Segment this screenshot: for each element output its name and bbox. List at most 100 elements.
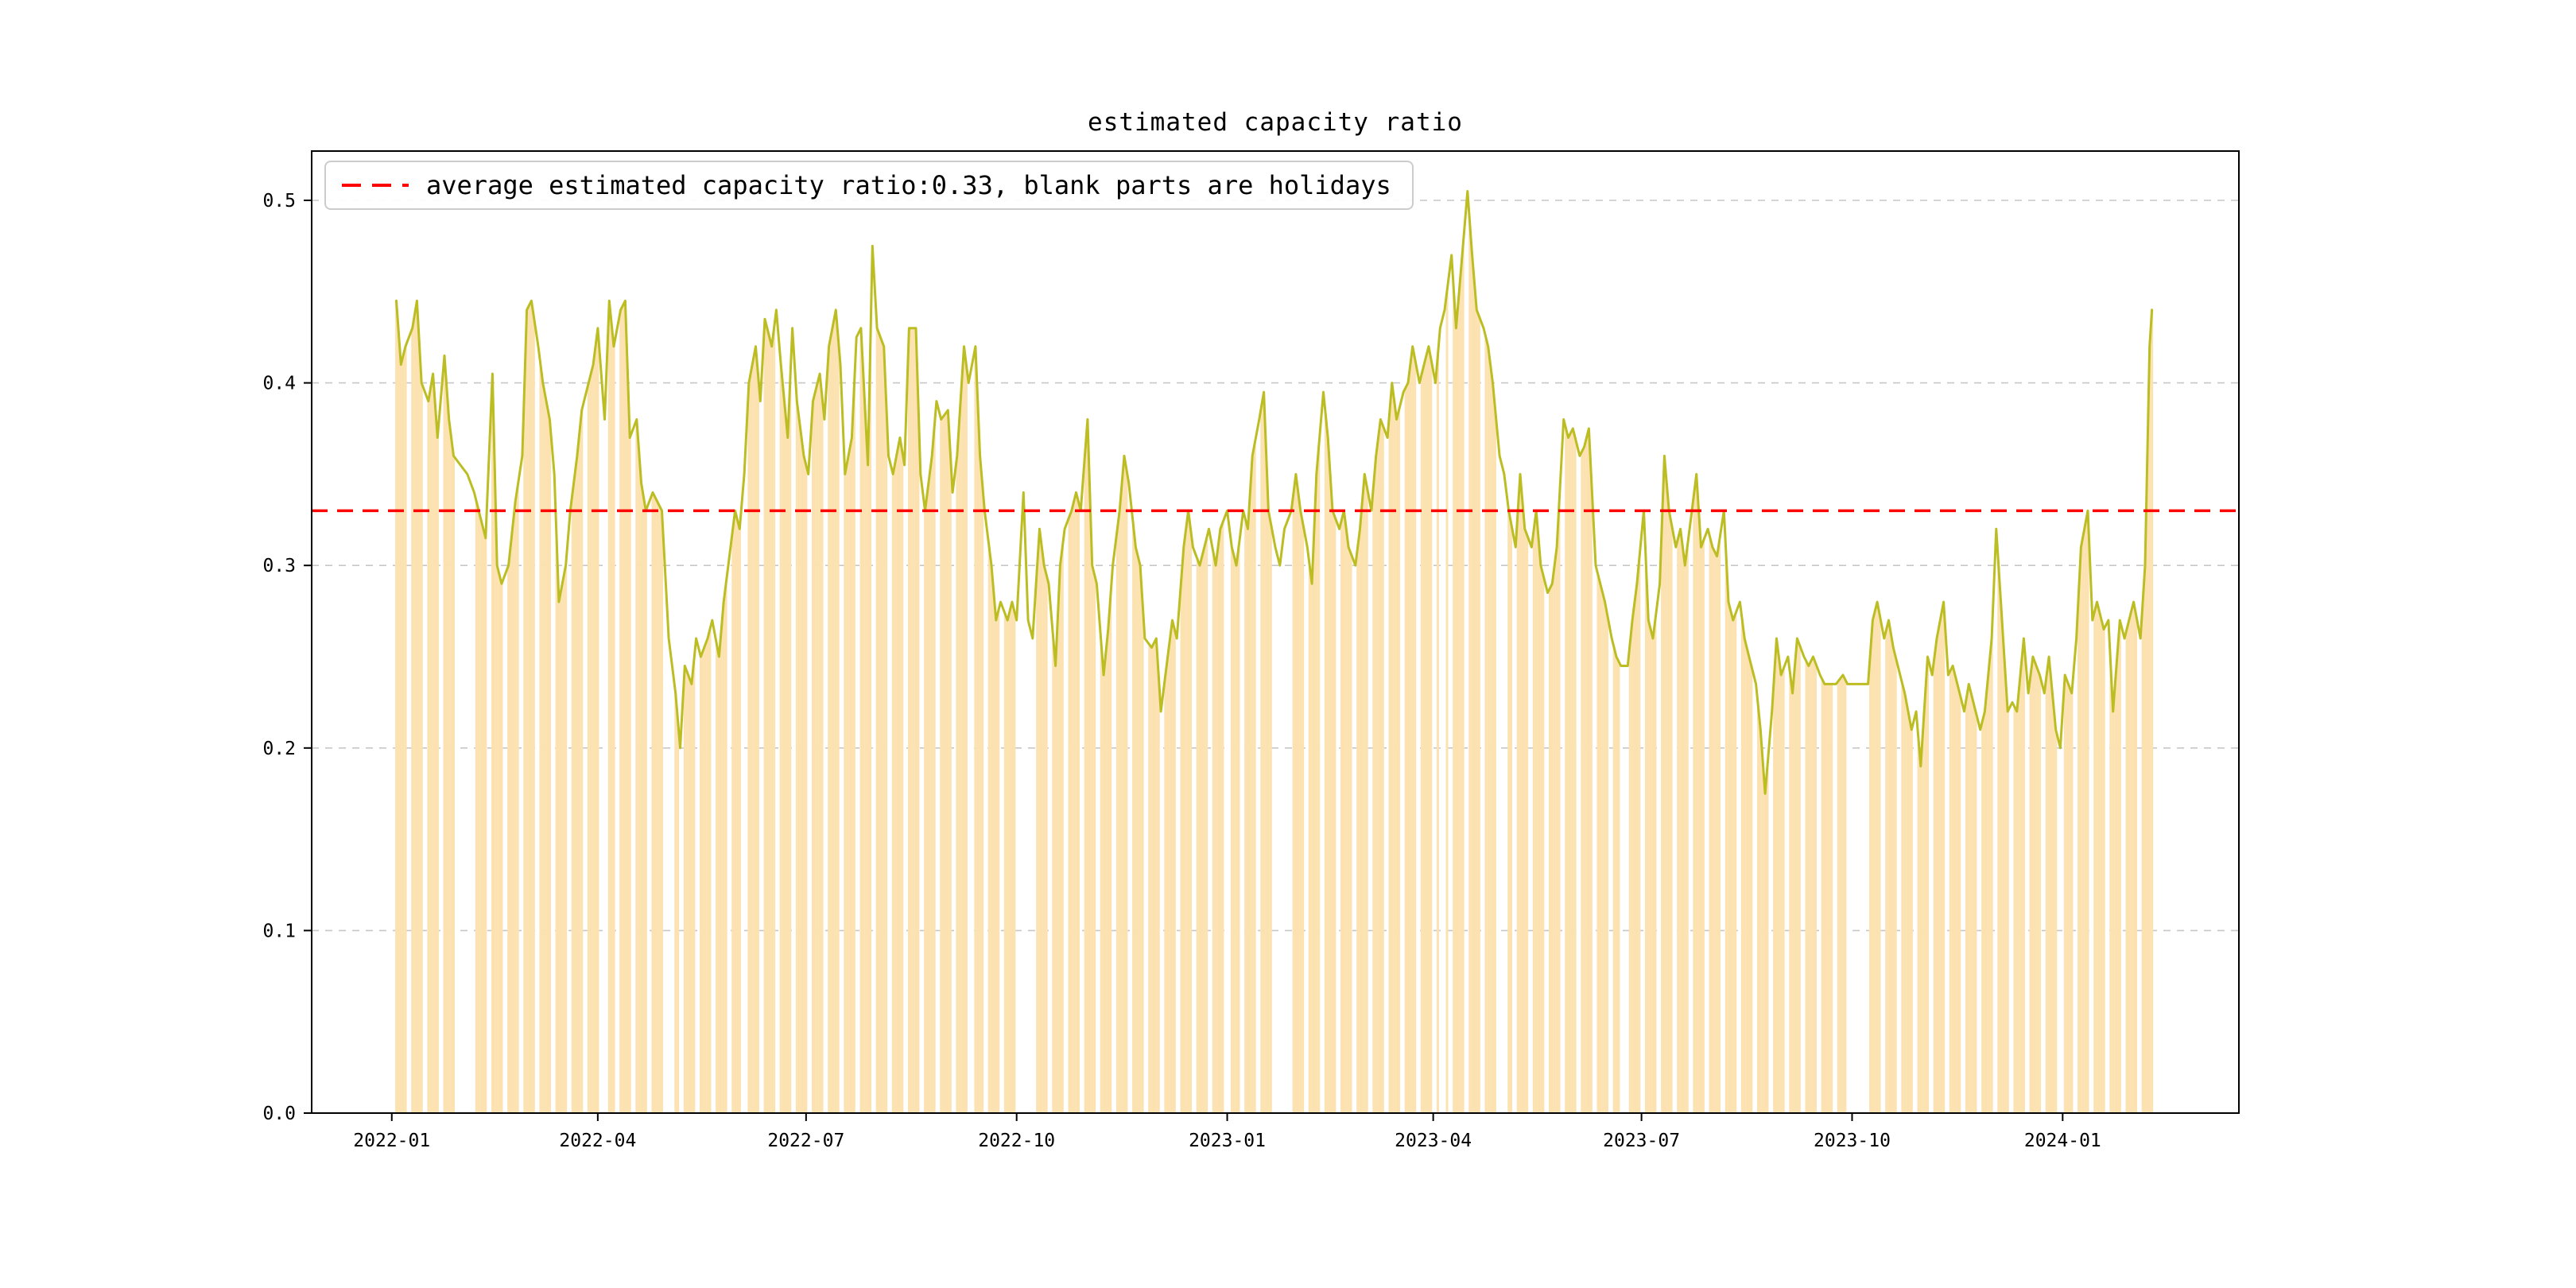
daily-bar: [539, 364, 542, 1113]
daily-bar: [1493, 407, 1496, 1113]
daily-bar: [1942, 602, 1946, 1113]
daily-bar: [1581, 451, 1584, 1113]
daily-bar: [1185, 529, 1188, 1113]
daily-bar: [812, 401, 815, 1113]
daily-bar: [964, 364, 968, 1113]
daily-bar: [1379, 419, 1382, 1113]
daily-bar: [1109, 597, 1112, 1113]
daily-bar: [1297, 492, 1300, 1113]
daily-bar: [717, 656, 720, 1113]
daily-bar: [2093, 611, 2097, 1113]
daily-bar: [1453, 291, 1456, 1113]
daily-bar: [432, 374, 435, 1113]
daily-bar: [402, 355, 405, 1113]
daily-bar: [2068, 687, 2071, 1113]
daily-bar: [2118, 620, 2121, 1113]
daily-bar: [587, 382, 590, 1113]
daily-bar: [1661, 519, 1664, 1113]
daily-bar: [1409, 364, 1412, 1113]
daily-bar: [395, 301, 398, 1113]
daily-bar: [1216, 547, 1220, 1113]
daily-bar: [1008, 611, 1011, 1113]
daily-bar: [1523, 529, 1527, 1113]
daily-bar: [912, 328, 915, 1113]
daily-bar: [1052, 638, 1055, 1113]
daily-bar: [898, 437, 902, 1113]
daily-bar: [1244, 519, 1247, 1113]
daily-bar: [797, 419, 801, 1113]
daily-bar: [958, 419, 961, 1113]
daily-bar: [1104, 652, 1108, 1113]
daily-bar: [1154, 638, 1158, 1113]
daily-bar: [528, 305, 531, 1113]
daily-bar: [1180, 577, 1183, 1113]
daily-bar: [1422, 364, 1426, 1113]
daily-bar: [1587, 428, 1590, 1113]
daily-bar: [875, 328, 879, 1113]
daily-bar: [1132, 526, 1135, 1113]
daily-bar: [963, 346, 966, 1114]
daily-bar: [2096, 602, 2099, 1113]
daily-bar: [1537, 537, 1540, 1113]
daily-bar: [1152, 642, 1155, 1113]
daily-bar: [2116, 650, 2119, 1113]
daily-bar: [560, 589, 563, 1113]
daily-bar: [724, 584, 727, 1113]
daily-bar: [1871, 620, 1874, 1113]
daily-bar: [821, 396, 824, 1113]
daily-bar: [832, 322, 835, 1114]
daily-bar: [1091, 565, 1094, 1113]
daily-bar: [1887, 620, 1891, 1113]
daily-bar: [1333, 516, 1336, 1113]
daily-bar: [1981, 720, 1984, 1113]
daily-bar: [1651, 638, 1655, 1113]
daily-bar: [1118, 510, 1121, 1113]
daily-bar: [1189, 529, 1193, 1113]
daily-bar: [987, 547, 991, 1113]
daily-bar: [1662, 456, 1666, 1113]
daily-bar: [510, 544, 513, 1113]
daily-bar: [1711, 547, 1714, 1113]
daily-bar: [642, 497, 645, 1113]
daily-bar: [2066, 681, 2069, 1113]
daily-bar: [651, 492, 654, 1113]
daily-bar: [674, 692, 677, 1113]
daily-bar: [2100, 620, 2103, 1113]
daily-bar: [1573, 437, 1577, 1113]
daily-bar: [1759, 729, 1762, 1113]
daily-bar: [800, 437, 803, 1113]
daily-bar: [2130, 611, 2133, 1113]
daily-bar: [1990, 638, 1993, 1113]
daily-bar: [1436, 355, 1439, 1113]
daily-bar: [654, 497, 657, 1113]
daily-bar: [1814, 662, 1817, 1113]
daily-bar: [1075, 492, 1078, 1113]
axes: [311, 150, 2240, 1114]
daily-bar: [1232, 556, 1236, 1113]
daily-bar: [859, 328, 863, 1113]
daily-bar: [1134, 547, 1137, 1113]
daily-bar: [436, 437, 439, 1113]
daily-bar: [1420, 374, 1423, 1113]
daily-bar: [623, 301, 627, 1113]
series-line-group: [395, 190, 2154, 795]
daily-bar: [1510, 522, 1513, 1113]
daily-bar: [910, 328, 913, 1113]
daily-bar: [413, 314, 417, 1113]
daily-bar: [1729, 611, 1732, 1113]
daily-bar: [1709, 537, 1712, 1113]
daily-bar: [907, 328, 910, 1113]
daily-bar: [752, 358, 755, 1114]
daily-bar: [2029, 674, 2032, 1113]
daily-bar: [541, 382, 545, 1113]
daily-bar: [2034, 662, 2037, 1113]
daily-bar: [1253, 444, 1256, 1113]
daily-bar: [1718, 541, 1721, 1113]
daily-bar: [1906, 705, 1909, 1113]
daily-bar: [1196, 559, 1199, 1113]
daily-bar: [1324, 414, 1327, 1113]
daily-bar: [1315, 474, 1318, 1113]
daily-bar: [1665, 483, 1668, 1113]
daily-bar: [1526, 534, 1529, 1113]
daily-bar: [960, 382, 964, 1113]
